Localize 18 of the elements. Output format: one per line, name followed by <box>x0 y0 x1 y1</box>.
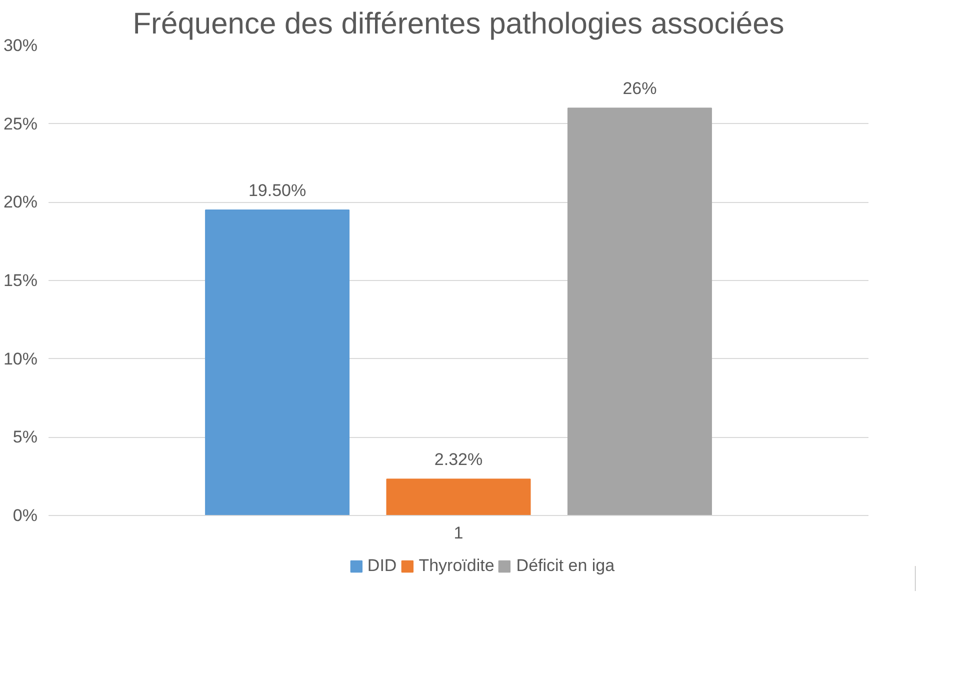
bar <box>386 478 531 516</box>
data-label: 26% <box>622 79 657 98</box>
bar <box>205 210 350 516</box>
y-tick-label: 15% <box>3 271 38 290</box>
chart-title: Fréquence des différentes pathologies associées <box>132 8 784 40</box>
x-tick-label: 1 <box>454 524 464 542</box>
y-tick-label: 30% <box>3 36 38 55</box>
legend-label: Déficit en iga <box>516 556 615 576</box>
y-tick-label: 10% <box>3 349 38 368</box>
legend-label: DID <box>367 556 397 576</box>
y-tick-label: 5% <box>12 428 38 447</box>
y-tick-label: 25% <box>3 114 38 134</box>
y-tick-label: 20% <box>3 192 38 212</box>
legend-label: Thyroïdite <box>418 556 494 576</box>
data-label: 19.50% <box>248 181 306 200</box>
y-tick-label: 0% <box>12 506 38 525</box>
data-label: 2.32% <box>434 450 483 470</box>
bar <box>567 108 712 516</box>
